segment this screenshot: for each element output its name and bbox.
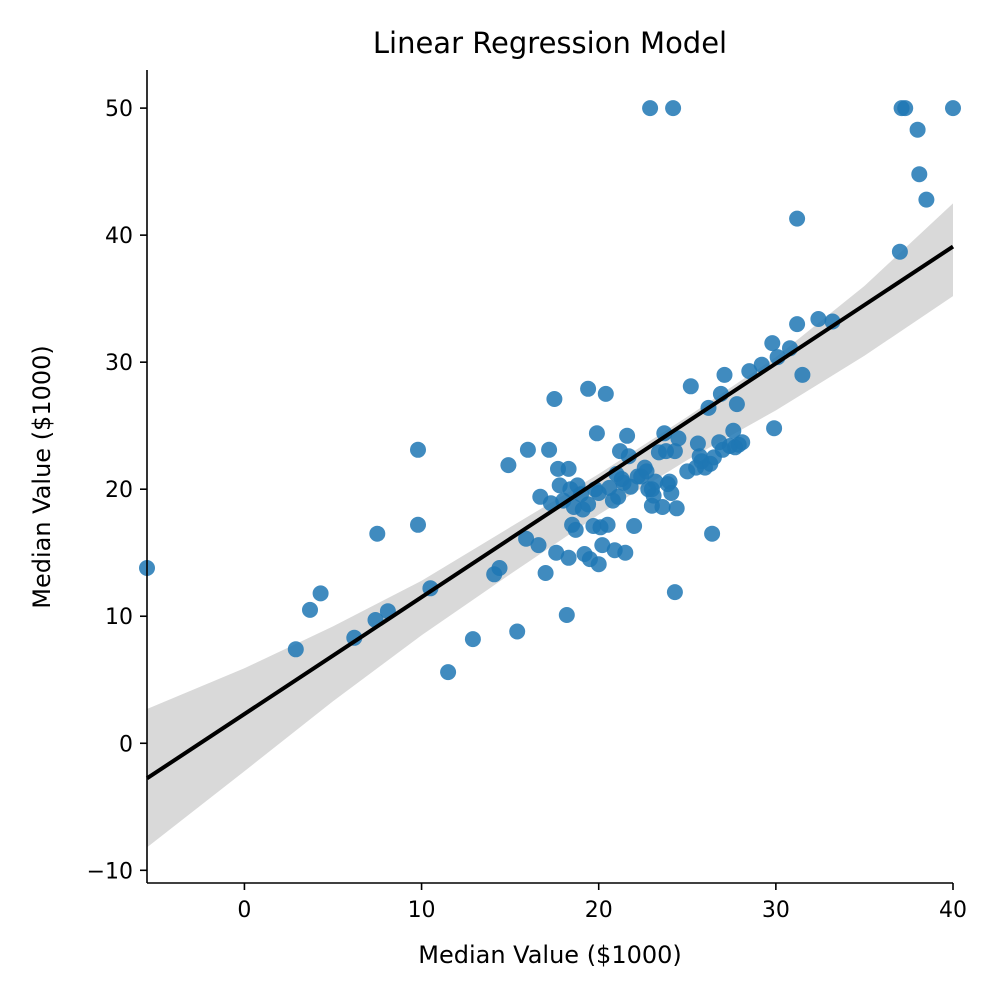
data-point [588, 425, 605, 442]
data-point [560, 460, 577, 477]
x-tick-label: 10 [408, 898, 436, 923]
data-point [500, 457, 517, 474]
data-point [580, 380, 597, 397]
data-point [594, 537, 611, 554]
data-point [668, 500, 685, 517]
data-point [911, 166, 928, 183]
data-point [794, 366, 811, 383]
data-point [666, 443, 683, 460]
data-point [891, 243, 908, 260]
data-point [728, 396, 745, 413]
data-point [766, 420, 783, 437]
data-point [302, 601, 318, 618]
data-point [597, 385, 614, 402]
y-tick-label: 50 [105, 97, 133, 122]
data-point [560, 549, 577, 566]
y-axis-ticks: −10 0 10 20 30 40 50 [87, 97, 147, 884]
y-tick-label: 40 [105, 224, 133, 249]
data-point [369, 525, 386, 542]
data-point [665, 100, 682, 117]
data-point [647, 473, 664, 490]
data-point [548, 544, 565, 561]
data-point [287, 641, 304, 658]
data-point [464, 631, 481, 648]
data-point [558, 607, 575, 623]
data-point [599, 516, 616, 533]
data-point [716, 366, 733, 383]
data-point [518, 530, 535, 547]
data-point [530, 537, 547, 554]
data-point [590, 556, 607, 573]
y-tick-label: 0 [119, 732, 133, 757]
data-point [312, 585, 329, 602]
data-point [764, 335, 781, 352]
y-axis-label: Median Value ($1000) [28, 345, 56, 609]
data-point [666, 584, 683, 601]
plot-area [139, 100, 961, 848]
x-tick-label: 30 [762, 898, 790, 923]
data-point [491, 560, 508, 576]
data-point [410, 516, 426, 533]
data-point [580, 496, 597, 513]
data-point [440, 664, 457, 681]
data-point [610, 488, 627, 505]
data-point [741, 363, 758, 380]
data-point [645, 487, 662, 504]
data-point [537, 565, 554, 581]
data-point [654, 499, 671, 515]
data-point [617, 544, 634, 561]
confidence-band [147, 203, 953, 848]
data-point [909, 121, 926, 138]
y-tick-label: 20 [105, 478, 133, 503]
data-point [619, 427, 636, 444]
data-point [663, 485, 680, 501]
data-point [670, 430, 687, 447]
data-point [546, 391, 563, 407]
regression-line [145, 244, 955, 780]
data-point [509, 623, 526, 640]
y-tick-label: 30 [105, 351, 133, 376]
data-point [945, 100, 961, 117]
scatter-points [139, 100, 961, 681]
data-point [567, 521, 584, 538]
data-point [689, 435, 706, 452]
data-point [541, 441, 558, 458]
x-tick-label: 20 [585, 898, 613, 923]
data-point [789, 316, 806, 333]
data-point [682, 378, 699, 395]
data-point [346, 629, 363, 646]
data-point [918, 191, 935, 208]
data-point [789, 210, 806, 227]
data-point [519, 441, 536, 458]
data-point [410, 441, 426, 458]
data-point [725, 422, 742, 439]
data-point [810, 311, 827, 327]
x-tick-label: 0 [237, 898, 251, 923]
data-point [704, 525, 721, 542]
x-tick-label: 40 [939, 898, 967, 923]
x-axis-ticks: 0 10 20 30 40 [237, 883, 967, 923]
data-point [734, 434, 751, 451]
x-axis-label: Median Value ($1000) [418, 941, 682, 969]
data-point [897, 100, 914, 117]
y-tick-label: −10 [87, 859, 133, 884]
chart-title: Linear Regression Model [373, 26, 727, 60]
data-point [642, 100, 659, 117]
data-point [626, 518, 643, 534]
y-tick-label: 10 [105, 605, 133, 630]
